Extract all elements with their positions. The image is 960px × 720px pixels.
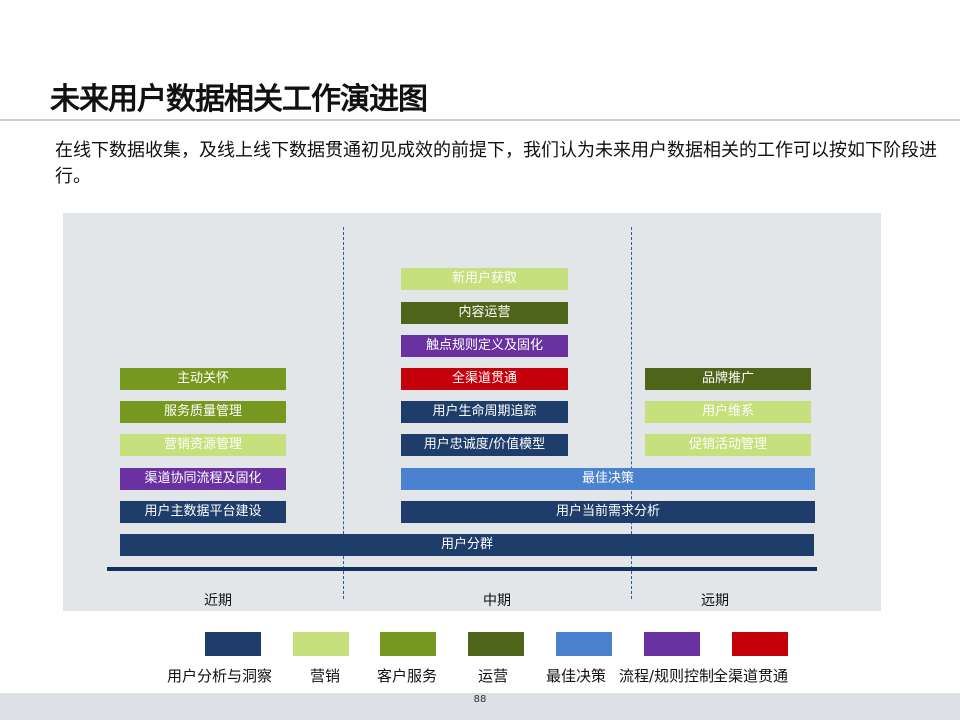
legend-swatch-decision — [556, 632, 612, 656]
footer-bar — [0, 693, 960, 720]
phase-label-far: 远期 — [701, 593, 729, 609]
box-mid-content-ops: 内容运营 — [401, 302, 568, 324]
box-near-marketing-resources: 营销资源管理 — [120, 434, 286, 456]
bar-current-needs: 用户当前需求分析 — [401, 501, 815, 523]
legend-label-analysis: 用户分析与洞察 — [167, 667, 273, 685]
phase-label-near: 近期 — [204, 593, 232, 609]
box-mid-new-users: 新用户获取 — [401, 268, 568, 290]
bar-user-segmentation: 用户分群 — [120, 534, 814, 556]
bar-best-decision: 最佳决策 — [401, 468, 815, 490]
box-near-master-data: 用户主数据平台建设 — [120, 501, 286, 523]
box-near-service-quality: 服务质量管理 — [120, 401, 286, 423]
box-mid-omnichannel: 全渠道贯通 — [401, 368, 568, 390]
legend-label-operation: 运营 — [478, 667, 509, 685]
phase-divider-2 — [631, 227, 632, 599]
page-title: 未来用户数据相关工作演进图 — [50, 82, 428, 117]
legend-swatch-service — [380, 632, 436, 656]
box-far-promotion: 促销活动管理 — [645, 434, 811, 456]
legend-swatch-operation — [468, 632, 524, 656]
page-number: 88 — [473, 694, 487, 705]
legend-swatch-process — [644, 632, 700, 656]
legend-label-process: 流程/规则控制 — [619, 667, 715, 685]
legend-swatch-marketing — [293, 632, 349, 656]
legend-label-service: 客户服务 — [377, 667, 438, 685]
intro-text: 在线下数据收集，及线上线下数据贯通初见成效的前提下，我们认为未来用户数据相关的工… — [55, 140, 937, 187]
legend-swatch-omnichannel — [732, 632, 788, 656]
legend-label-omnichannel: 全渠道贯通 — [713, 667, 789, 685]
box-near-channel-process: 渠道协同流程及固化 — [120, 468, 286, 490]
box-far-retention: 用户维系 — [645, 401, 811, 423]
box-mid-loyalty-model: 用户忠诚度/价值模型 — [401, 434, 568, 456]
box-mid-touchpoint-rules: 触点规则定义及固化 — [401, 335, 568, 357]
timeline-axis — [107, 567, 817, 571]
title-divider — [0, 119, 960, 121]
legend-swatch-analysis — [205, 632, 261, 656]
box-far-brand: 品牌推广 — [645, 368, 811, 390]
legend-label-decision: 最佳决策 — [546, 667, 607, 685]
phase-divider-1 — [343, 227, 344, 599]
legend-label-marketing: 营销 — [310, 667, 341, 685]
box-mid-lifecycle: 用户生命周期追踪 — [401, 401, 568, 423]
phase-label-mid: 中期 — [483, 593, 511, 609]
box-near-proactive-care: 主动关怀 — [120, 368, 286, 390]
